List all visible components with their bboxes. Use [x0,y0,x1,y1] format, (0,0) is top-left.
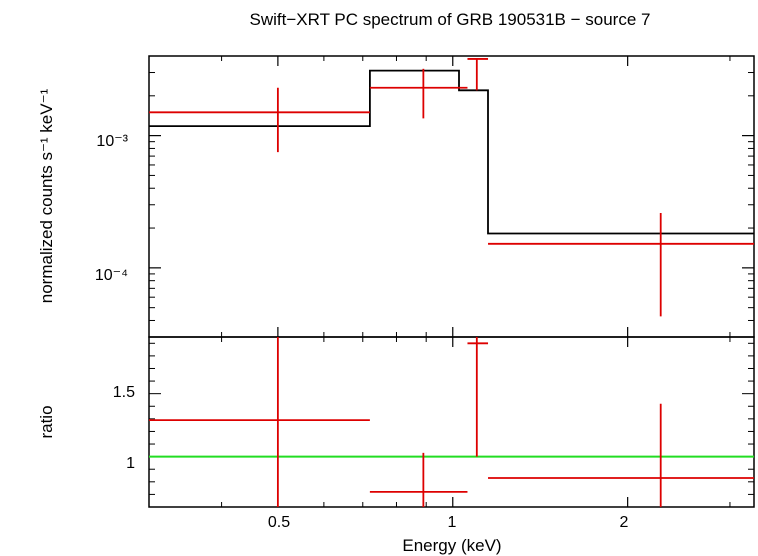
spectrum-panel: 10⁻³ 10⁻⁴ normalized counts s⁻¹ keV⁻¹ [37,55,755,338]
spectrum-panel-ticks [148,55,754,338]
ratio-panel-ticks [148,337,754,507]
energy-xlabel: Energy (keV) [402,536,501,555]
data-points [149,58,754,317]
ratio-point [467,337,489,457]
ytick-label-1e-3: 10⁻³ [96,133,128,150]
xtick-label-1: 1 [448,514,457,531]
ytick-label-1: 1 [126,455,135,472]
model-step-line [149,69,754,235]
data-point [149,87,370,153]
data-point [488,212,754,317]
chart-title: Swift−XRT PC spectrum of GRB 190531B − s… [250,10,651,29]
ratio-panel: 1.5 1 ratio 0.5 1 2 Energy (keV) [37,336,755,555]
ytick-label-1e-4: 10⁻⁴ [95,267,128,284]
ytick-label-1.5: 1.5 [113,384,135,401]
ratio-ylabel: ratio [37,405,56,438]
ratio-point [488,403,754,507]
ratio-panel-frame [148,336,755,508]
xtick-label-0.5: 0.5 [268,514,290,531]
spectrum-panel-frame [148,55,755,338]
spectrum-ylabel: normalized counts s⁻¹ keV⁻¹ [37,88,56,303]
data-point [369,68,468,119]
data-point [467,58,489,91]
model-step-path [149,69,754,235]
ratio-points [149,337,754,507]
xtick-label-2: 2 [620,514,629,531]
ratio-point [149,337,370,507]
ratio-point [369,452,468,507]
